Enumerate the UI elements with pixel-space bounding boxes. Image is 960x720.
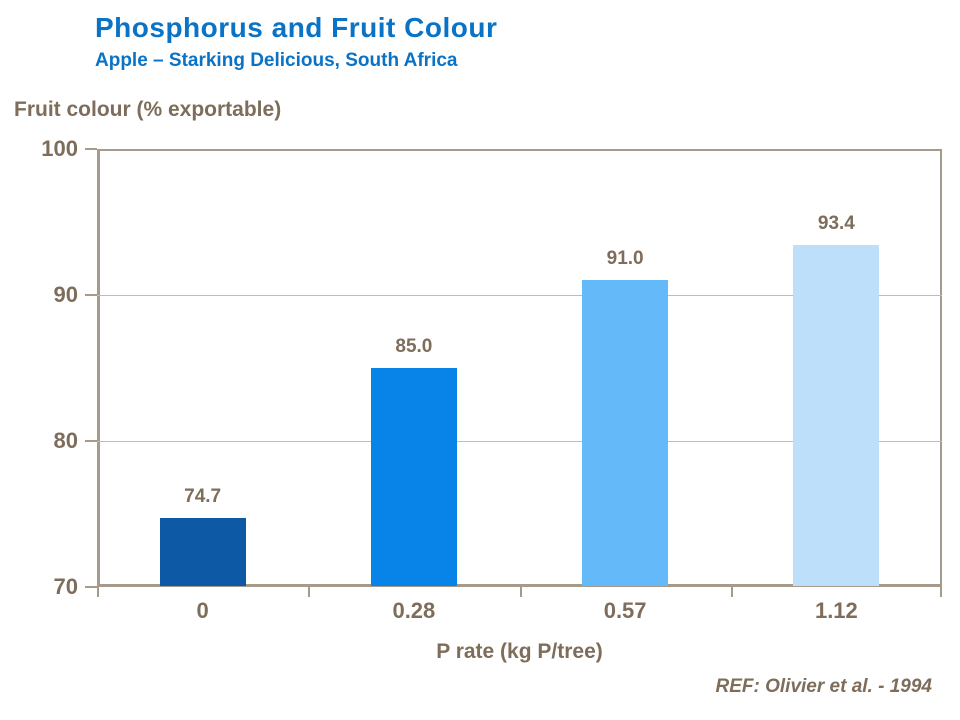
bar-1.12 (793, 245, 880, 586)
x-tick-mark (940, 587, 942, 597)
x-axis-title: P rate (kg P/tree) (436, 640, 603, 663)
y-gridline (97, 440, 942, 442)
x-category-label: 1.12 (814, 598, 858, 623)
y-gridline (97, 294, 942, 296)
bar-value-label: 74.7 (184, 486, 222, 508)
chart-subtitle: Apple – Starking Delicious, South Africa (95, 50, 458, 71)
bar-0.57 (582, 280, 669, 586)
x-tick-mark (519, 587, 522, 597)
y-tick-mark (85, 586, 97, 588)
chart-title: Phosphorus and Fruit Colour (95, 12, 498, 43)
bar-0 (159, 518, 246, 586)
x-tick-mark (308, 587, 311, 597)
bar-0.28 (370, 368, 457, 586)
x-category-label: 0.28 (392, 598, 436, 623)
x-category-label: 0.57 (603, 598, 647, 623)
y-axis-label: Fruit colour (% exportable) (14, 98, 282, 121)
y-tick-mark (85, 294, 97, 296)
x-tick-mark (730, 587, 733, 597)
y-tick-label: 100 (41, 136, 78, 161)
y-tick-mark (85, 440, 97, 442)
bar-value-label: 85.0 (395, 336, 433, 357)
x-category-label: 0 (196, 598, 209, 623)
x-tick-mark (97, 587, 99, 597)
y-tick-label: 80 (53, 428, 78, 453)
y-tick-mark (85, 148, 97, 150)
reference-note: REF: Olivier et al. - 1994 (715, 676, 932, 697)
y-tick-label: 90 (53, 282, 78, 307)
bar-value-label: 93.4 (817, 213, 855, 235)
bar-value-label: 91.0 (606, 248, 644, 270)
y-tick-label: 70 (53, 574, 78, 599)
